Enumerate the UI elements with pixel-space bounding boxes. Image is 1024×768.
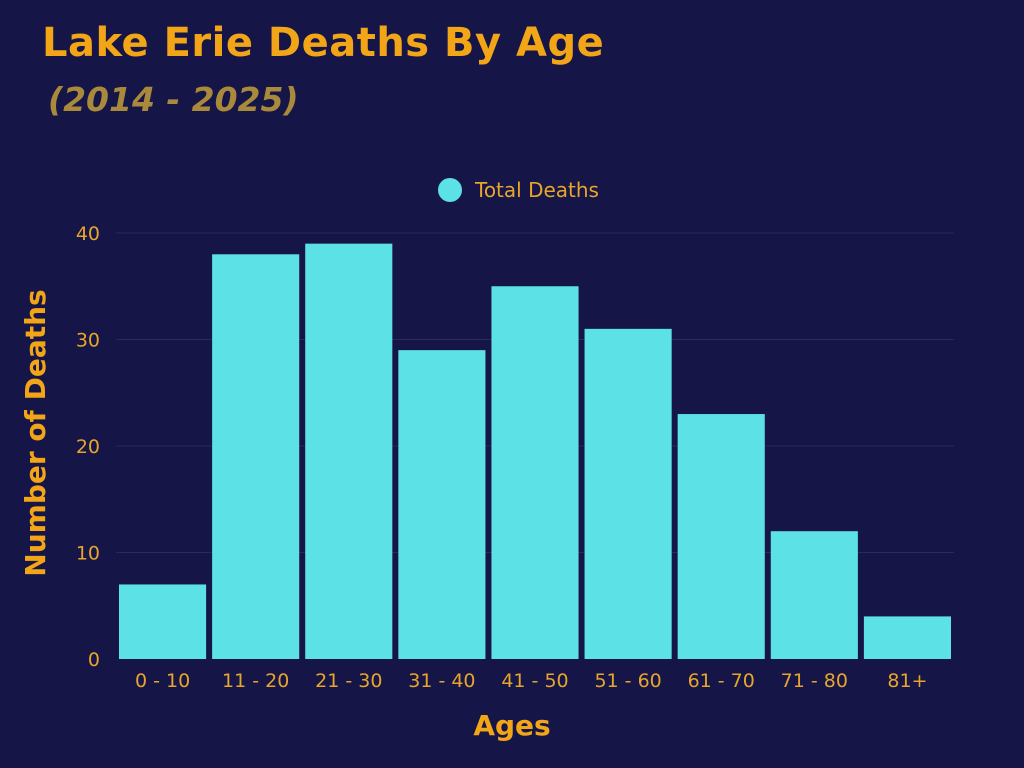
x-tick-label: 71 - 80 [781, 670, 848, 692]
y-axis-title: Number of Deaths [19, 289, 52, 576]
y-tick-label: 0 [88, 649, 100, 671]
x-tick-label: 0 - 10 [135, 670, 190, 692]
legend-marker [438, 178, 462, 202]
bar [491, 286, 579, 659]
y-tick-label: 10 [76, 543, 100, 565]
bar [212, 254, 300, 660]
chart-subtitle: (2014 - 2025) [48, 80, 299, 119]
x-tick-label: 41 - 50 [501, 670, 568, 692]
y-tick-label: 20 [76, 436, 100, 458]
x-tick-label: 61 - 70 [688, 670, 755, 692]
chart-title: Lake Erie Deaths By Age [42, 20, 605, 66]
y-tick-label: 40 [76, 223, 100, 245]
legend-label: Total Deaths [474, 178, 599, 202]
bar [584, 328, 672, 659]
bar [305, 243, 393, 659]
x-tick-label: 81+ [887, 670, 927, 692]
x-tick-label: 51 - 60 [594, 670, 661, 692]
x-axis-ticks: 0 - 10 11 - 20 21 - 30 31 - 40 41 - 50 51 - 6… [135, 670, 928, 692]
x-tick-label: 11 - 20 [222, 670, 289, 692]
bar [398, 350, 486, 659]
bar [863, 616, 951, 659]
x-tick-label: 21 - 30 [315, 670, 382, 692]
bars [119, 243, 951, 660]
y-axis-ticks: 0 10 20 30 40 [76, 223, 100, 671]
bar [119, 584, 207, 659]
bar [677, 414, 765, 659]
legend: Total Deaths [438, 178, 599, 202]
x-axis-title: Ages [473, 709, 550, 742]
bar [770, 531, 858, 659]
x-tick-label: 31 - 40 [408, 670, 475, 692]
y-tick-label: 30 [76, 330, 100, 352]
